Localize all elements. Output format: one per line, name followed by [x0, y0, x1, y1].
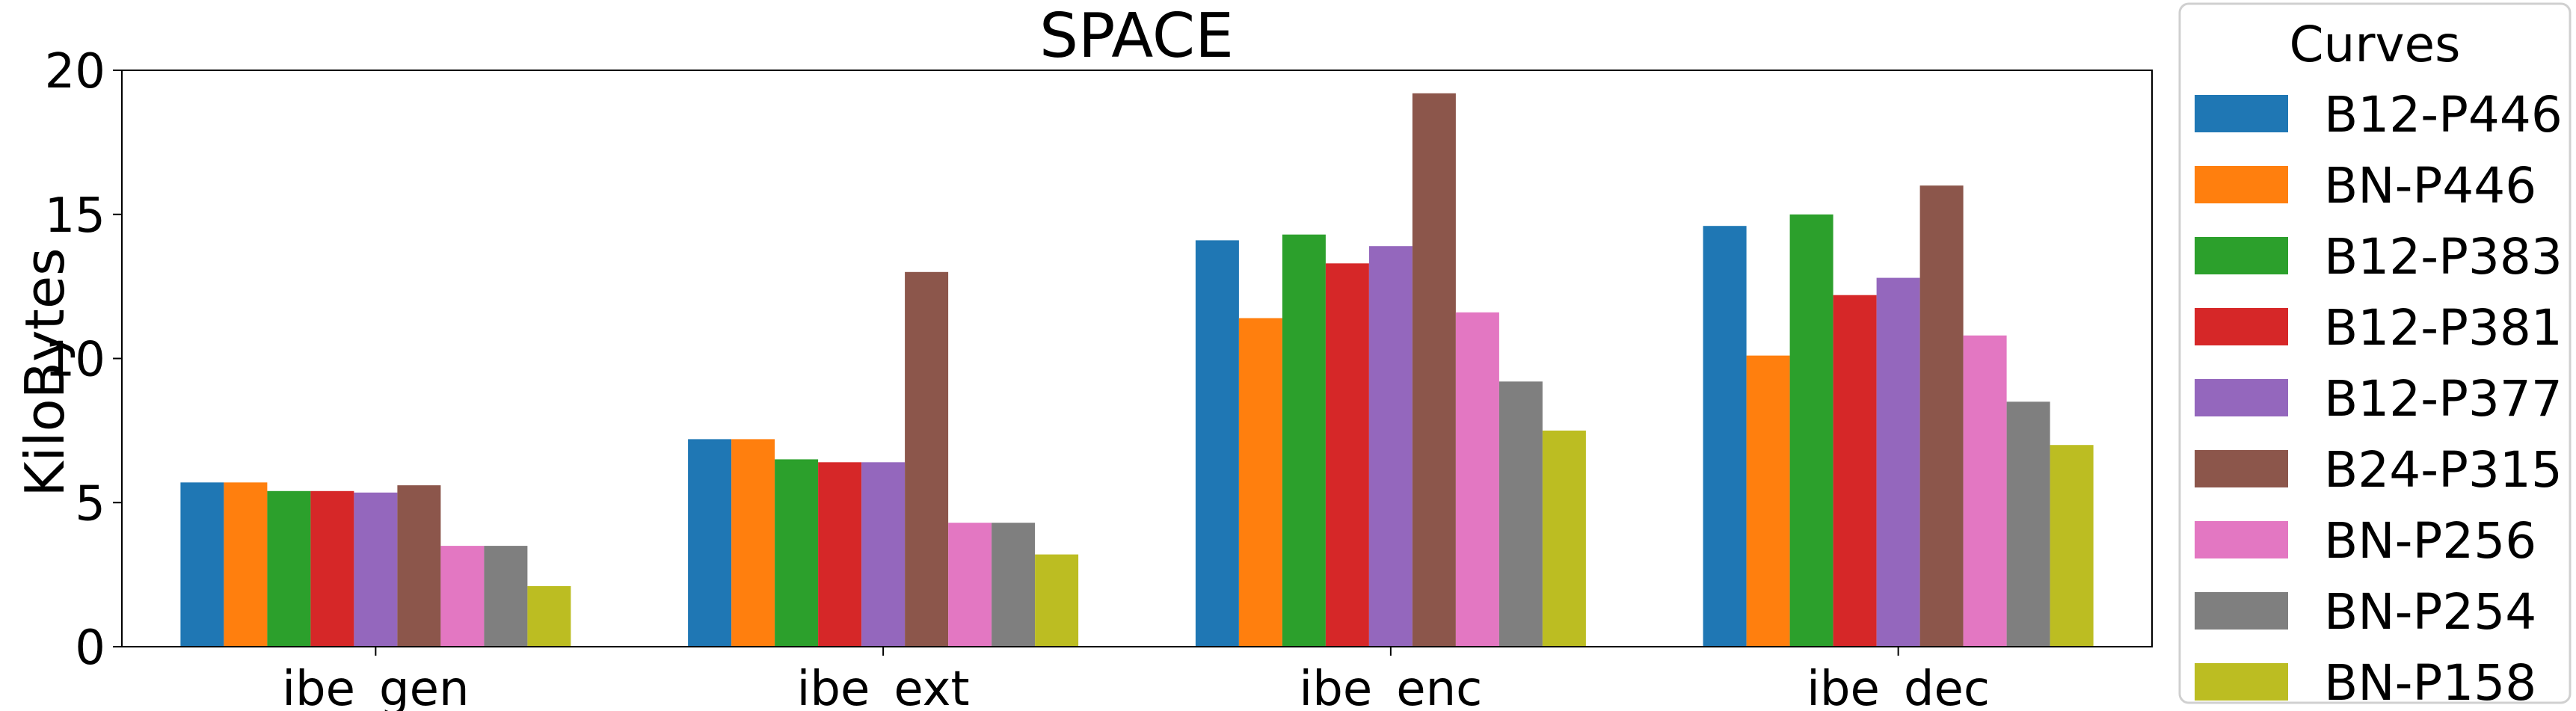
chart-title: SPACE — [1039, 1, 1234, 72]
bar-bn-p446-ibe-dec — [1746, 355, 1790, 647]
x-tick-label: ibe_dec — [1807, 662, 1990, 711]
x-axis-ticks: ibe_gen ibe_ext ibe_enc ibe_dec — [282, 647, 1990, 711]
bar-b12-p381-ibe-dec — [1833, 295, 1877, 647]
bar-bn-p256-ibe-ext — [948, 523, 992, 647]
bar-b12-p446-ibe-gen — [180, 482, 224, 647]
legend-swatch-b24-p315 — [2195, 450, 2288, 487]
bar-b12-p383-ibe-gen — [267, 490, 311, 647]
bar-b12-p377-ibe-gen — [354, 492, 398, 647]
bar-b12-p377-ibe-enc — [1368, 246, 1413, 647]
bar-bn-p158-ibe-ext — [1035, 554, 1079, 647]
bar-bn-p158-ibe-enc — [1542, 430, 1586, 647]
bar-b12-p377-ibe-dec — [1876, 277, 1920, 647]
bar-b24-p315-ibe-ext — [905, 271, 949, 647]
bar-b12-p446-ibe-enc — [1195, 240, 1239, 647]
bar-bn-p254-ibe-ext — [992, 523, 1036, 647]
bar-b24-p315-ibe-dec — [1919, 185, 1964, 647]
y-tick-label: 15 — [45, 188, 105, 244]
bar-b12-p446-ibe-ext — [688, 439, 732, 647]
legend-swatch-bn-p256 — [2195, 521, 2288, 558]
legend-title: Curves — [2289, 16, 2460, 73]
plot-frame — [121, 70, 2153, 647]
bar-b24-p315-ibe-enc — [1412, 93, 1456, 647]
legend-label-b24-p315: B24-P315 — [2324, 441, 2563, 499]
bar-bn-p256-ibe-enc — [1455, 312, 1499, 647]
legend-swatch-b12-p446 — [2195, 95, 2288, 132]
bar-bn-p254-ibe-enc — [1498, 381, 1543, 647]
bar-bn-p254-ibe-gen — [484, 546, 528, 647]
y-axis-label: KiloBytes — [13, 247, 76, 496]
bar-bn-p158-ibe-dec — [2050, 445, 2094, 647]
y-tick-label: 0 — [75, 621, 105, 676]
legend-swatch-bn-p446 — [2195, 166, 2288, 203]
legend-items: B12-P446 BN-P446 B12-P383 B12-P381 B12-P377 B… — [2195, 86, 2563, 711]
bar-bn-p446-ibe-gen — [224, 482, 268, 647]
bar-b12-p381-ibe-gen — [310, 490, 354, 647]
x-tick-label: ibe_enc — [1299, 662, 1482, 711]
y-tick-label: 20 — [45, 44, 105, 99]
bar-bn-p256-ibe-dec — [1963, 335, 2007, 647]
bar-b12-p446-ibe-dec — [1703, 226, 1747, 647]
legend: Curves B12-P446BN-P446B12-P383B12-P381B1… — [2178, 2, 2572, 711]
bar-b12-p377-ibe-ext — [861, 462, 906, 647]
bar-b12-p383-ibe-enc — [1282, 234, 1326, 647]
bar-bn-p446-ibe-ext — [731, 439, 775, 647]
legend-swatch-b12-p377 — [2195, 379, 2288, 416]
bar-bn-p446-ibe-enc — [1238, 318, 1282, 647]
legend-label-bn-p158: BN-P158 — [2324, 654, 2536, 711]
legend-label-b12-p383: B12-P383 — [2324, 228, 2563, 286]
x-tick-label: ibe_gen — [282, 662, 469, 711]
y-axis-ticks: 0 5 10 15 20 — [45, 44, 122, 676]
bar-b24-p315-ibe-gen — [397, 485, 441, 647]
bar-b12-p381-ibe-ext — [818, 462, 862, 647]
bar-bn-p254-ibe-dec — [2006, 401, 2050, 647]
legend-label-bn-p256: BN-P256 — [2324, 512, 2536, 570]
legend-label-b12-p381: B12-P381 — [2324, 299, 2563, 357]
bar-bn-p256-ibe-gen — [440, 546, 485, 647]
legend-swatch-bn-p158 — [2195, 663, 2288, 701]
y-tick-label: 5 — [75, 476, 105, 532]
legend-swatch-b12-p381 — [2195, 308, 2288, 345]
bar-b12-p383-ibe-ext — [775, 459, 819, 647]
legend-label-b12-p377: B12-P377 — [2324, 370, 2563, 428]
legend-label-bn-p254: BN-P254 — [2324, 583, 2536, 641]
legend-swatch-b12-p383 — [2195, 237, 2288, 274]
bar-b12-p383-ibe-dec — [1789, 214, 1833, 647]
legend-label-bn-p446: BN-P446 — [2324, 157, 2536, 215]
legend-swatch-bn-p254 — [2195, 592, 2288, 630]
bar-b12-p381-ibe-enc — [1325, 263, 1369, 647]
y-tick-label: 10 — [45, 333, 105, 388]
legend-label-b12-p446: B12-P446 — [2324, 86, 2563, 144]
bar-bn-p158-ibe-gen — [527, 586, 571, 647]
x-tick-label: ibe_ext — [797, 662, 970, 711]
bars-group — [180, 93, 2094, 647]
